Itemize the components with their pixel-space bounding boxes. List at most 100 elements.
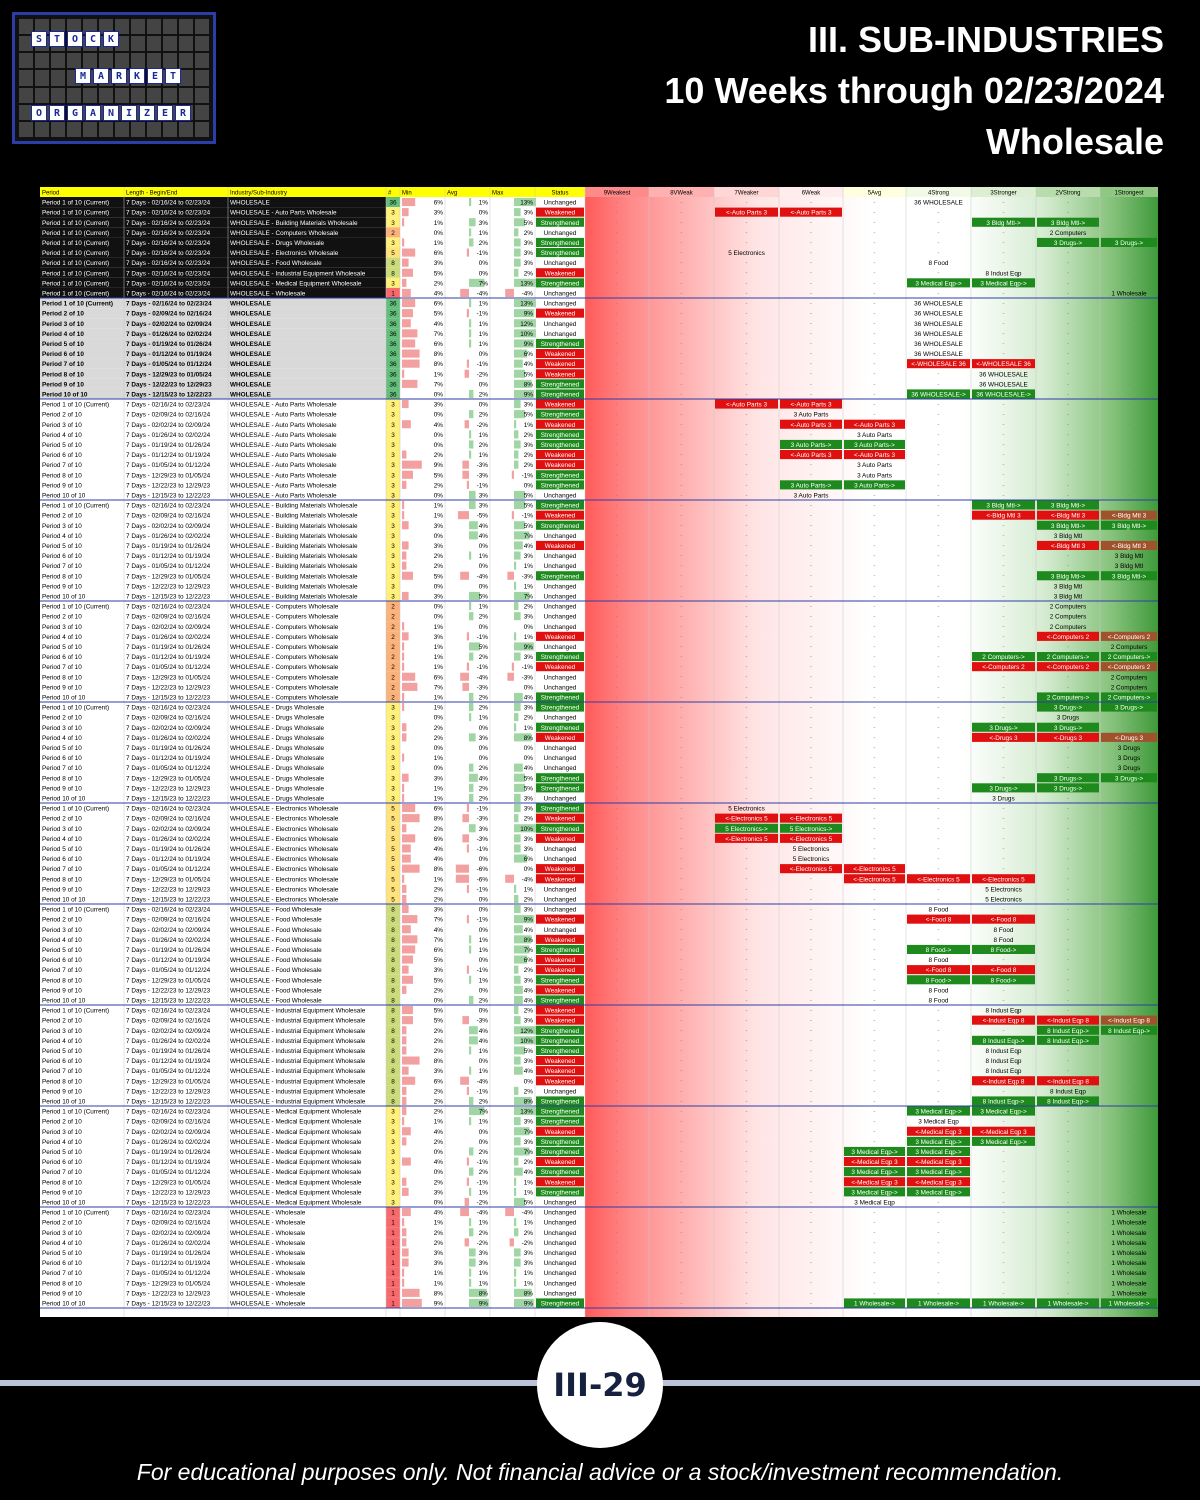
tier-placeholder: - — [1128, 623, 1130, 630]
min-value: 4% — [434, 422, 444, 429]
tier-placeholder: - — [680, 694, 682, 701]
tier-placeholder: - — [1128, 482, 1130, 489]
tier-placeholder: - — [680, 512, 682, 519]
tier-placeholder: - — [1067, 1209, 1069, 1216]
length-label: 7 Days - 02/16/24 to 02/23/24 — [126, 1109, 211, 1116]
tier-placeholder: - — [810, 300, 812, 307]
tier-placeholder: - — [680, 411, 682, 418]
count-value: 5 — [391, 856, 395, 863]
period-label: Period 3 of 10 — [42, 1129, 82, 1136]
tier-label: <-Auto Parts 3 — [790, 422, 831, 429]
max-value: 1% — [524, 563, 534, 570]
status-cell — [536, 884, 584, 894]
length-label: 7 Days - 12/29/23 to 01/05/24 — [126, 674, 211, 681]
avg-bar — [462, 814, 469, 823]
status-label: Unchanged — [544, 927, 577, 934]
status-cell — [536, 571, 584, 581]
count-cell-background — [386, 702, 400, 713]
tier-placeholder: - — [1002, 532, 1004, 539]
tier-placeholder: - — [745, 219, 747, 226]
avg-value: -3% — [477, 472, 489, 479]
min-value: 2% — [434, 563, 444, 570]
row-background — [40, 1035, 386, 1046]
min-bar — [402, 1238, 407, 1247]
tier-placeholder: - — [1067, 684, 1069, 691]
avg-bar — [469, 975, 472, 984]
count-cell-background — [386, 1186, 400, 1197]
avg-value: 1% — [479, 1068, 489, 1075]
tier-placeholder: - — [937, 936, 939, 943]
column-header-9weakest: 9Weakest — [604, 191, 631, 197]
tier-label: 3 Medical Eqp-> — [980, 1139, 1027, 1146]
tier-placeholder: - — [1128, 795, 1130, 802]
disclaimer-text: For educational purposes only. Not finan… — [136, 1459, 1064, 1485]
tier-placeholder: - — [810, 694, 812, 701]
count-cell-background — [386, 267, 400, 278]
tier-label: 3 Bldg Mtl — [1115, 553, 1143, 560]
industry-label: WHOLESALE - Food Wholesale — [230, 917, 322, 924]
tier-label: 3 Auto Parts — [794, 493, 829, 500]
min-bar — [402, 420, 411, 429]
row-background — [40, 601, 386, 612]
avg-value: -1% — [477, 482, 489, 489]
logo-letter: T — [49, 31, 65, 47]
tier-placeholder: - — [1002, 492, 1004, 499]
stats-background — [400, 1287, 535, 1298]
industry-label: WHOLESALE - Medical Equipment Wholesale — [230, 1149, 362, 1156]
tier-placeholder: - — [810, 1088, 812, 1095]
tier-placeholder: - — [1128, 1058, 1130, 1065]
max-value: -4% — [522, 1210, 534, 1217]
status-cell — [536, 904, 584, 914]
industry-label: WHOLESALE - Building Materials Wholesale — [230, 523, 358, 530]
avg-value: 0% — [479, 1008, 489, 1015]
tier-placeholder: - — [873, 815, 875, 822]
tier-highlight — [972, 965, 1035, 975]
count-cell-background — [386, 1227, 400, 1238]
count-value: 2 — [391, 230, 395, 237]
tier-placeholder: - — [1002, 1209, 1004, 1216]
status-cell — [536, 338, 584, 348]
count-cell-background — [386, 540, 400, 551]
status-label: Unchanged — [544, 1260, 577, 1267]
tier-placeholder: - — [873, 1229, 875, 1236]
status-cell — [536, 591, 584, 601]
tier-placeholder: - — [1067, 835, 1069, 842]
length-label: 7 Days - 02/02/24 to 02/09/24 — [126, 1028, 211, 1035]
status-cell — [536, 1177, 584, 1187]
tier-label: <-Electronics 5 — [790, 836, 833, 843]
length-label: 7 Days - 12/22/23 to 12/29/23 — [126, 381, 212, 388]
status-label: Strengthened — [541, 826, 580, 833]
length-label: 7 Days - 02/09/24 to 02/16/24 — [126, 614, 211, 621]
count-value: 36 — [389, 311, 397, 318]
avg-value: 2% — [479, 1099, 489, 1106]
length-label: 7 Days - 02/16/24 to 02/23/24 — [126, 1210, 211, 1217]
tier-placeholder: - — [680, 1290, 682, 1297]
tier-placeholder: - — [937, 886, 939, 893]
tier-placeholder: - — [810, 1027, 812, 1034]
status-label: Weakened — [545, 1068, 576, 1075]
tier-label: 5 Electronics — [793, 856, 830, 863]
count-value: 3 — [391, 705, 395, 712]
status-cell — [536, 1066, 584, 1076]
status-label: Unchanged — [544, 563, 577, 570]
period-label: Period 10 of 10 — [42, 1099, 86, 1106]
tier-label: 36 WHOLESALE — [914, 341, 963, 348]
tier-placeholder: - — [873, 724, 875, 731]
length-label: 7 Days - 01/19/24 to 01/26/24 — [126, 341, 212, 348]
stats-background — [400, 399, 535, 410]
max-value: 2% — [524, 967, 534, 974]
min-bar — [402, 379, 418, 388]
min-bar — [402, 1298, 422, 1307]
length-label: 7 Days - 02/02/24 to 02/09/24 — [126, 422, 211, 429]
industry-label: WHOLESALE - Drugs Wholesale — [230, 240, 325, 247]
tier-placeholder: - — [680, 664, 682, 671]
tier-placeholder: - — [873, 1118, 875, 1125]
max-value: 5% — [524, 503, 534, 510]
tier-placeholder: - — [937, 381, 939, 388]
status-label: Strengthened — [541, 1028, 580, 1035]
tier-placeholder: - — [810, 765, 812, 772]
min-value: 3% — [434, 1260, 444, 1267]
row-background — [40, 1005, 386, 1016]
industry-label: WHOLESALE - Food Wholesale — [230, 998, 322, 1005]
